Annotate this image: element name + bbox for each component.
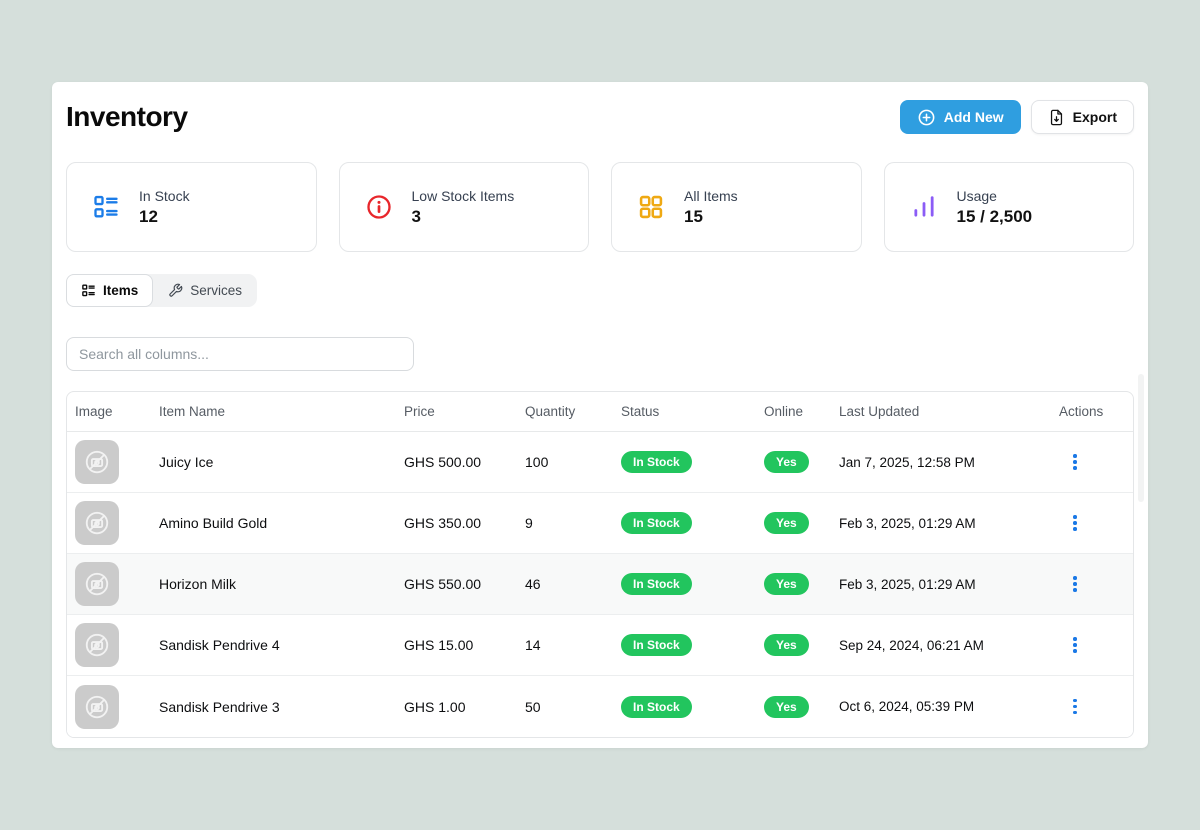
col-price: Price (404, 404, 435, 419)
item-name: Horizon Milk (159, 576, 237, 592)
stat-value: 12 (139, 206, 158, 226)
page-title: Inventory (66, 101, 188, 132)
table-row: Amino Build Gold GHS 350.00 9 In Stock Y… (67, 493, 1133, 554)
list-icon (81, 283, 96, 298)
col-online: Online (764, 404, 804, 419)
row-actions-menu-icon[interactable] (1063, 695, 1087, 719)
list-icon (92, 193, 120, 221)
view-tabs: Items Services (66, 274, 258, 307)
stat-label: Usage (956, 187, 997, 204)
item-name: Sandisk Pendrive 3 (159, 698, 280, 715)
item-quantity: 9 (525, 515, 533, 531)
export-button[interactable]: Export (1030, 100, 1134, 134)
item-quantity: 14 (525, 637, 541, 653)
export-label: Export (1072, 109, 1117, 125)
row-actions-menu-icon[interactable] (1063, 450, 1087, 474)
col-quantity: Quantity (525, 404, 576, 419)
add-new-button[interactable]: Add New (899, 100, 1021, 134)
col-last-updated: Last Updated (839, 404, 920, 419)
col-image: Image (75, 404, 113, 419)
item-name: Sandisk Pendrive 4 (159, 637, 280, 653)
row-actions-menu-icon[interactable] (1063, 633, 1087, 657)
online-badge: Yes (764, 451, 809, 473)
online-badge: Yes (764, 573, 809, 595)
file-download-icon (1048, 109, 1065, 126)
table-row: Horizon Milk GHS 550.00 46 In Stock Yes … (67, 554, 1133, 615)
wrench-icon (168, 283, 183, 298)
item-quantity: 46 (525, 576, 541, 592)
search-input[interactable] (66, 337, 414, 371)
status-badge: In Stock (621, 695, 692, 718)
grid-icon (637, 193, 665, 221)
table-row: Sandisk Pendrive 4 GHS 15.00 14 In Stock… (67, 615, 1133, 676)
online-badge: Yes (764, 634, 809, 656)
stat-label: Low Stock Items (411, 187, 515, 204)
stat-value: 3 (411, 206, 421, 226)
no-image-placeholder (75, 623, 119, 667)
stat-label: In Stock (139, 187, 190, 204)
search-area (66, 337, 1134, 371)
bar-chart-icon (910, 193, 938, 221)
tab-services[interactable]: Services (153, 274, 257, 307)
tab-items[interactable]: Items (66, 274, 154, 307)
online-badge: Yes (764, 695, 809, 718)
plus-circle-icon (917, 108, 936, 127)
item-price: GHS 550.00 (404, 576, 482, 592)
inventory-panel: Inventory Add New Export (52, 82, 1148, 748)
stat-card-in-stock: In Stock 12 (66, 162, 317, 252)
online-badge: Yes (764, 512, 809, 534)
tab-label: Services (190, 283, 243, 298)
table-header: Image Item Name Price Quantity Status On… (67, 392, 1133, 432)
item-price: GHS 1.00 (404, 698, 466, 715)
col-item-name: Item Name (159, 404, 226, 419)
no-image-placeholder (75, 440, 119, 484)
tab-label: Items (103, 283, 139, 298)
no-image-placeholder (75, 684, 119, 729)
row-actions-menu-icon[interactable] (1063, 572, 1087, 596)
item-price: GHS 350.00 (404, 515, 482, 531)
stat-label: All Items (684, 187, 738, 204)
stat-value: 15 / 2,500 (956, 206, 1033, 226)
stat-card-usage: Usage 15 / 2,500 (883, 162, 1134, 252)
stats-row: In Stock 12 Low Stock Items 3 (66, 162, 1134, 252)
item-quantity: 100 (525, 454, 549, 470)
col-actions: Actions (1059, 404, 1104, 419)
item-name: Juicy Ice (159, 454, 214, 470)
table-row: Sandisk Pendrive 3 GHS 1.00 50 In Stock … (67, 676, 1133, 737)
status-badge: In Stock (621, 512, 692, 534)
add-new-label: Add New (943, 109, 1004, 125)
stat-card-low-stock: Low Stock Items 3 (338, 162, 589, 252)
item-name: Amino Build Gold (159, 515, 268, 531)
table-row: Juicy Ice GHS 500.00 100 In Stock Yes Ja… (67, 432, 1133, 493)
col-status: Status (621, 404, 660, 419)
status-badge: In Stock (621, 573, 692, 595)
alert-circle-icon (365, 193, 393, 221)
status-badge: In Stock (621, 634, 692, 656)
page-header: Inventory Add New Export (52, 82, 1148, 134)
stat-card-all-items: All Items 15 (611, 162, 862, 252)
scrollbar-thumb[interactable] (1138, 374, 1144, 502)
no-image-placeholder (75, 562, 119, 606)
stat-value: 15 (684, 206, 703, 226)
last-updated: Feb 3, 2025, 01:29 AM (839, 515, 976, 531)
last-updated: Feb 3, 2025, 01:29 AM (839, 576, 976, 592)
header-actions: Add New Export (899, 100, 1134, 134)
inventory-table: Image Item Name Price Quantity Status On… (66, 391, 1134, 738)
item-quantity: 50 (525, 698, 541, 715)
no-image-placeholder (75, 501, 119, 545)
last-updated: Sep 24, 2024, 06:21 AM (839, 637, 984, 653)
last-updated: Jan 7, 2025, 12:58 PM (839, 454, 975, 470)
row-actions-menu-icon[interactable] (1063, 511, 1087, 535)
status-badge: In Stock (621, 451, 692, 473)
item-price: GHS 500.00 (404, 454, 482, 470)
item-price: GHS 15.00 (404, 637, 474, 653)
last-updated: Oct 6, 2024, 05:39 PM (839, 699, 975, 714)
